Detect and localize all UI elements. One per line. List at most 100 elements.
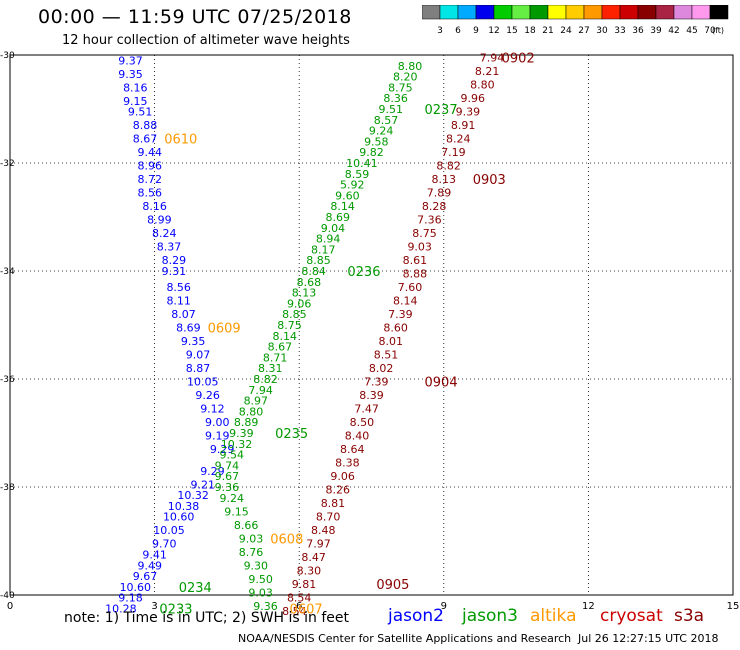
data-point-jason3: 9.50 (248, 573, 273, 586)
data-point-s3a: 8.40 (345, 430, 370, 443)
colorbar-label: 27 (578, 26, 589, 36)
units-note: note: 1) Time is in UTC; 2) SWH is in fe… (64, 610, 350, 626)
data-point-jason2: 9.35 (118, 68, 143, 81)
data-point-jason2: 9.49 (138, 559, 163, 572)
colorbar-label: 12 (488, 26, 499, 36)
data-point-s3a: 8.80 (470, 79, 495, 92)
colorbar-label: 33 (614, 26, 625, 36)
data-point-jason3: 10.41 (346, 157, 378, 170)
colorbar-label: 21 (542, 26, 553, 36)
time-annotation: 0903 (473, 173, 506, 188)
colorbar-label: 39 (650, 26, 662, 36)
data-point-s3a: 8.54 (287, 592, 312, 605)
data-point-jason3: 8.94 (316, 233, 341, 246)
generation-timestamp: Jul 26 12:27:15 UTC 2018 (578, 632, 719, 645)
data-point-jason3: 5.92 (340, 179, 365, 192)
data-point-jason3: 8.85 (306, 254, 331, 267)
time-annotation: 0610 (164, 133, 197, 148)
data-point-s3a: 7.60 (398, 281, 423, 294)
data-point-jason3: 8.80 (398, 60, 423, 73)
data-point-jason3: 8.57 (374, 114, 399, 127)
data-point-s3a: 7.89 (427, 187, 452, 200)
data-point-jason3: 9.51 (379, 103, 404, 116)
data-point-s3a: 8.60 (383, 322, 408, 335)
data-point-jason2: 8.99 (147, 214, 172, 227)
data-point-jason3: 9.30 (244, 559, 269, 572)
data-point-jason2: 9.00 (205, 416, 230, 429)
data-point-jason3: 9.36 (253, 600, 278, 613)
time-annotation: 0904 (425, 376, 458, 391)
x-tick-label: 15 (727, 601, 740, 612)
plot-frame (9, 54, 734, 596)
y-tick-label: -40 (0, 591, 15, 601)
data-point-jason2: 9.35 (181, 335, 206, 348)
data-point-jason2: 9.07 (186, 349, 211, 362)
data-point-jason2: 8.56 (138, 187, 163, 200)
data-point-jason3: 9.60 (335, 189, 360, 202)
colorbar-label: 15 (506, 26, 517, 36)
colorbar-label: 24 (560, 26, 572, 36)
time-annotation: 0233 (159, 603, 192, 616)
colorbar-label: 42 (668, 26, 679, 36)
x-tick-label: 9 (441, 601, 447, 612)
data-point-s3a: 8.70 (316, 511, 341, 524)
data-point-s3a: 8.82 (436, 160, 461, 173)
colorbar-unit: (ft) (712, 26, 724, 35)
data-point-s3a: 7.97 (306, 538, 331, 551)
data-point-jason2: 10.05 (187, 376, 219, 389)
colorbar-label: 36 (632, 26, 644, 36)
data-point-s3a: 8.26 (326, 484, 351, 497)
page-title: 00:00 — 11:59 UTC 07/25/2018 (38, 6, 352, 28)
data-point-s3a: 7.19 (441, 146, 466, 159)
data-point-s3a: 7.39 (364, 376, 389, 389)
legend-s3a: s3a (674, 606, 705, 626)
data-point-s3a: 7.39 (388, 308, 413, 321)
time-annotation: 0902 (502, 52, 535, 67)
data-point-s3a: 8.02 (369, 362, 394, 375)
data-point-s3a: 8.47 (301, 551, 326, 564)
y-tick-label: -32 (0, 159, 15, 169)
wave-height-colorbar: 3 6 9 12 15 18 21 24 27 30 33 36 39 42 45 70(ft) (422, 5, 729, 36)
data-point-jason3: 7.94 (248, 384, 273, 397)
data-point-jason3: 8.67 (268, 341, 293, 354)
data-point-jason2: 10.05 (153, 524, 185, 537)
colorbar-label: 6 (455, 26, 461, 36)
data-point-jason3: 8.80 (239, 405, 264, 418)
data-point-s3a: 8.50 (350, 416, 375, 429)
data-point-jason3: 9.39 (229, 427, 254, 440)
data-point-jason3: 9.67 (215, 470, 240, 483)
data-point-jason3: 8.14 (330, 200, 355, 213)
data-point-jason2: 9.15 (123, 95, 148, 108)
data-point-jason3: 8.17 (311, 243, 336, 256)
y-tick-label: -38 (0, 483, 15, 493)
data-point-jason3: 8.69 (326, 211, 351, 224)
footer-credit: NOAA/NESDIS Center for Satellite Applica… (238, 632, 572, 645)
data-point-jason2: 10.28 (105, 603, 137, 616)
data-point-s3a: 8.14 (393, 295, 418, 308)
data-point-jason2: 9.19 (205, 430, 230, 443)
data-point-s3a: 8.61 (403, 254, 428, 267)
data-point-jason3: 8.68 (297, 276, 322, 289)
data-point-jason3: 8.84 (301, 265, 326, 278)
data-point-jason3: 8.76 (239, 546, 264, 559)
data-point-s3a: 8.88 (403, 268, 428, 281)
legend-jason3: jason3 (462, 606, 518, 626)
data-point-jason3: 9.74 (215, 459, 240, 472)
time-annotation: 0237 (425, 103, 458, 118)
time-annotation: 0608 (270, 532, 303, 547)
legend-cryosat: cryosat (600, 606, 663, 626)
y-tick-label: -34 (0, 267, 15, 277)
data-point-s3a: 8.54 (282, 605, 307, 615)
data-point-jason2: 8.69 (176, 322, 201, 335)
data-point-jason3: 9.58 (364, 135, 389, 148)
time-annotation: 0235 (275, 427, 308, 442)
data-point-s3a: 8.21 (475, 65, 500, 78)
data-point-jason2: 8.24 (152, 227, 177, 240)
data-point-s3a: 8.01 (379, 335, 404, 348)
data-point-s3a: 9.96 (460, 92, 485, 105)
wave-height-chart: 0 3 6 9 12 15-30-32-34-36-38-409.379.358.169.… (0, 51, 740, 616)
y-tick-label: -30 (0, 51, 15, 61)
data-point-jason3: 8.97 (244, 395, 269, 408)
data-point-s3a: 8.30 (297, 565, 322, 578)
data-point-s3a: 8.28 (422, 200, 447, 213)
